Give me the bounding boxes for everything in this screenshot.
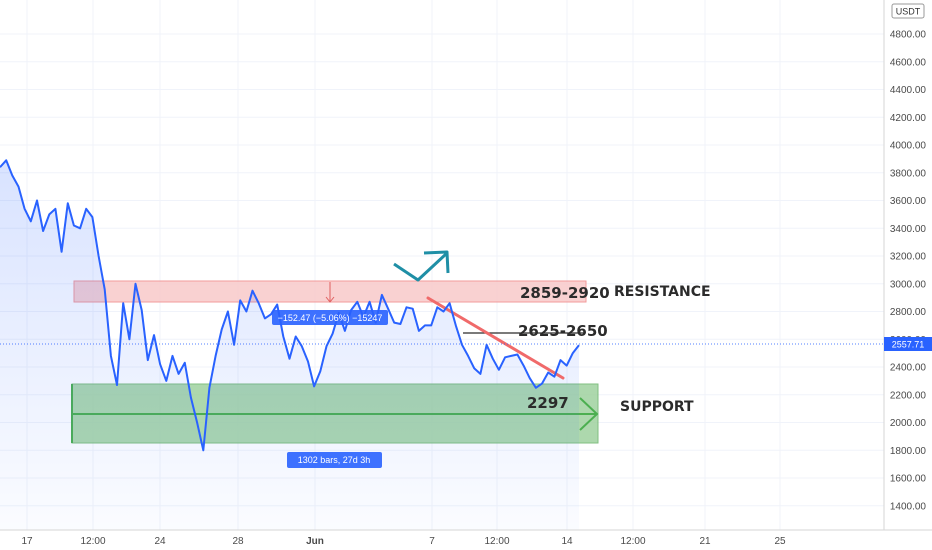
support-value-label: 2297 xyxy=(527,394,569,412)
x-tick-label: 12:00 xyxy=(80,536,105,547)
price-area-fill xyxy=(0,160,579,531)
x-tick-label: 12:00 xyxy=(620,536,645,547)
resistance-range-label: 2859-2920 xyxy=(520,284,610,302)
level-range-label: 2625-2650 xyxy=(518,322,608,340)
x-tick-label: 12:00 xyxy=(484,536,509,547)
support-tag: SUPPORT xyxy=(620,399,694,415)
time-scale[interactable] xyxy=(0,530,932,550)
y-tick-label: 3600.00 xyxy=(890,196,927,207)
x-tick-labels: 17 12:00 24 28 Jun 7 12:00 14 12:00 21 25 xyxy=(21,536,786,547)
x-tick-label: 28 xyxy=(232,536,244,547)
x-tick-label: 24 xyxy=(154,536,166,547)
y-tick-label: 4600.00 xyxy=(890,57,927,68)
y-tick-label: 3400.00 xyxy=(890,224,927,235)
y-tick-label: 4000.00 xyxy=(890,141,927,152)
last-price-badge xyxy=(884,337,932,351)
measure-tooltip-text: −152.47 (−5.06%) −15247 xyxy=(278,313,383,323)
price-area xyxy=(0,160,579,531)
bars-tooltip-text: 1302 bars, 27d 3h xyxy=(298,455,371,465)
price-line xyxy=(0,159,580,452)
last-price-label: 2557.71 xyxy=(892,340,925,350)
y-tick-label: 4400.00 xyxy=(890,85,927,96)
y-tick-label: 1600.00 xyxy=(890,474,927,485)
price-scale[interactable] xyxy=(884,0,932,530)
y-tick-label: 2400.00 xyxy=(890,363,927,374)
y-tick-label: 2200.00 xyxy=(890,390,927,401)
currency-label: USDT xyxy=(896,7,921,17)
y-tick-label: 2800.00 xyxy=(890,307,927,318)
resistance-tag: RESISTANCE xyxy=(614,284,711,300)
y-tick-label: 3200.00 xyxy=(890,252,927,263)
x-tick-label: 21 xyxy=(699,536,711,547)
y-tick-labels: 4800.00 4600.00 4400.00 4200.00 4000.00 3800.… xyxy=(890,30,927,513)
support-arrow-head xyxy=(579,397,599,431)
y-tick-label: 1400.00 xyxy=(890,501,927,512)
breakout-arrow-icon xyxy=(393,252,448,282)
y-tick-label: 4200.00 xyxy=(890,113,927,124)
x-tick-label: Jun xyxy=(306,536,324,547)
y-tick-label: 2000.00 xyxy=(890,418,927,429)
y-tick-label: 3800.00 xyxy=(890,168,927,179)
breakout-arrow-head xyxy=(423,250,450,274)
downtrend-line[interactable] xyxy=(426,296,565,380)
measure-tooltip xyxy=(272,310,388,325)
bars-tooltip xyxy=(287,452,382,468)
x-tick-label: 7 xyxy=(429,536,435,547)
currency-badge[interactable] xyxy=(891,3,925,19)
x-tick-label: 17 xyxy=(21,536,33,547)
x-tick-label: 25 xyxy=(774,536,786,547)
y-tick-label: 3000.00 xyxy=(890,279,927,290)
measure-arrow-head xyxy=(325,296,335,303)
y-tick-label: 4800.00 xyxy=(890,30,927,41)
x-tick-label: 14 xyxy=(561,536,573,547)
y-tick-label: 1800.00 xyxy=(890,446,927,457)
price-series-line[interactable] xyxy=(0,159,580,452)
